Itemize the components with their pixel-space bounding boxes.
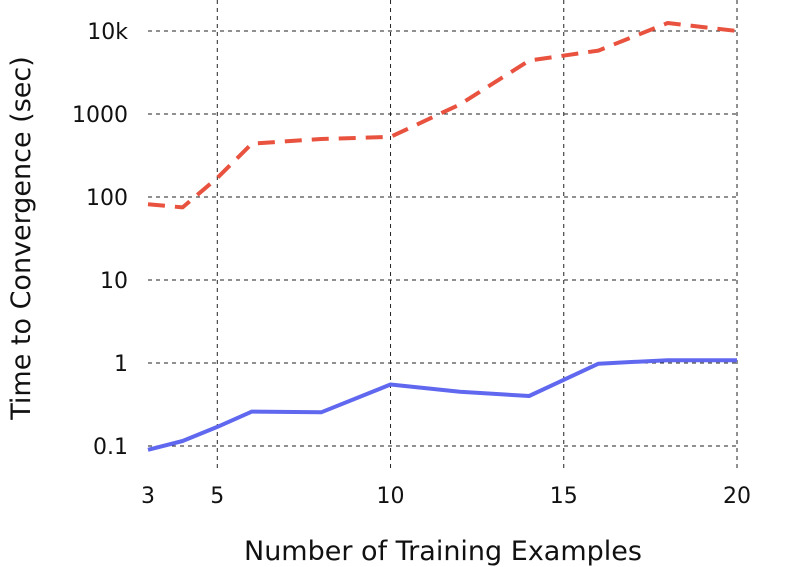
x-tick-label: 10 bbox=[377, 484, 405, 509]
tick-labels: 3 5 10 15 20 0.1 1 10 100 1000 10k bbox=[72, 20, 751, 509]
x-tick-label: 3 bbox=[141, 484, 155, 509]
y-tick-label: 10 bbox=[100, 269, 128, 294]
x-tick-label: 15 bbox=[550, 484, 578, 509]
y-tick-label: 10k bbox=[87, 20, 128, 45]
y-axis-label: Time to Convergence (sec) bbox=[6, 56, 37, 421]
y-tick-label: 0.1 bbox=[93, 435, 128, 460]
grid bbox=[148, 0, 738, 470]
series-line-1 bbox=[147, 21, 738, 210]
x-tick-label: 5 bbox=[210, 484, 224, 509]
x-axis-label: Number of Training Examples bbox=[244, 536, 642, 567]
y-tick-label: 100 bbox=[86, 186, 128, 211]
series-line-2 bbox=[147, 358, 737, 452]
series-group bbox=[147, 21, 738, 452]
x-tick-label: 20 bbox=[723, 484, 751, 509]
y-tick-label: 1 bbox=[114, 352, 128, 377]
y-tick-label: 1000 bbox=[72, 103, 128, 128]
